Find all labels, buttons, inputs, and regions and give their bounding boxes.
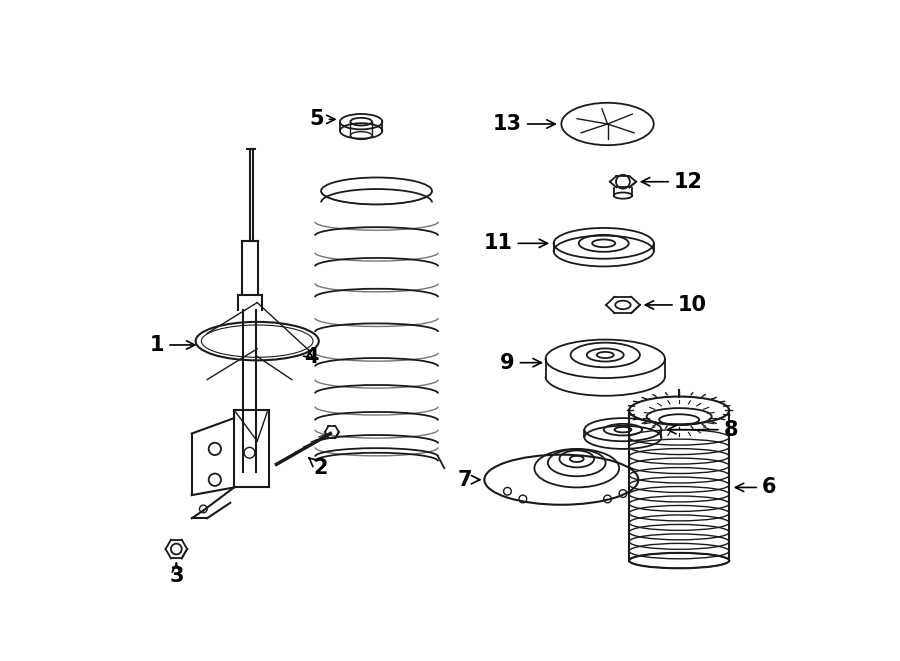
Text: 7: 7 xyxy=(458,470,480,490)
Text: 2: 2 xyxy=(309,457,328,478)
Text: 6: 6 xyxy=(735,477,777,498)
Text: 11: 11 xyxy=(483,233,547,253)
Text: 8: 8 xyxy=(668,420,738,440)
Text: 10: 10 xyxy=(645,295,706,315)
Text: 9: 9 xyxy=(500,353,541,373)
Text: 3: 3 xyxy=(169,563,184,586)
Text: 13: 13 xyxy=(493,114,555,134)
Text: 5: 5 xyxy=(310,109,335,130)
Text: 12: 12 xyxy=(642,172,703,192)
Text: 1: 1 xyxy=(149,335,194,355)
Text: 4: 4 xyxy=(303,346,319,366)
